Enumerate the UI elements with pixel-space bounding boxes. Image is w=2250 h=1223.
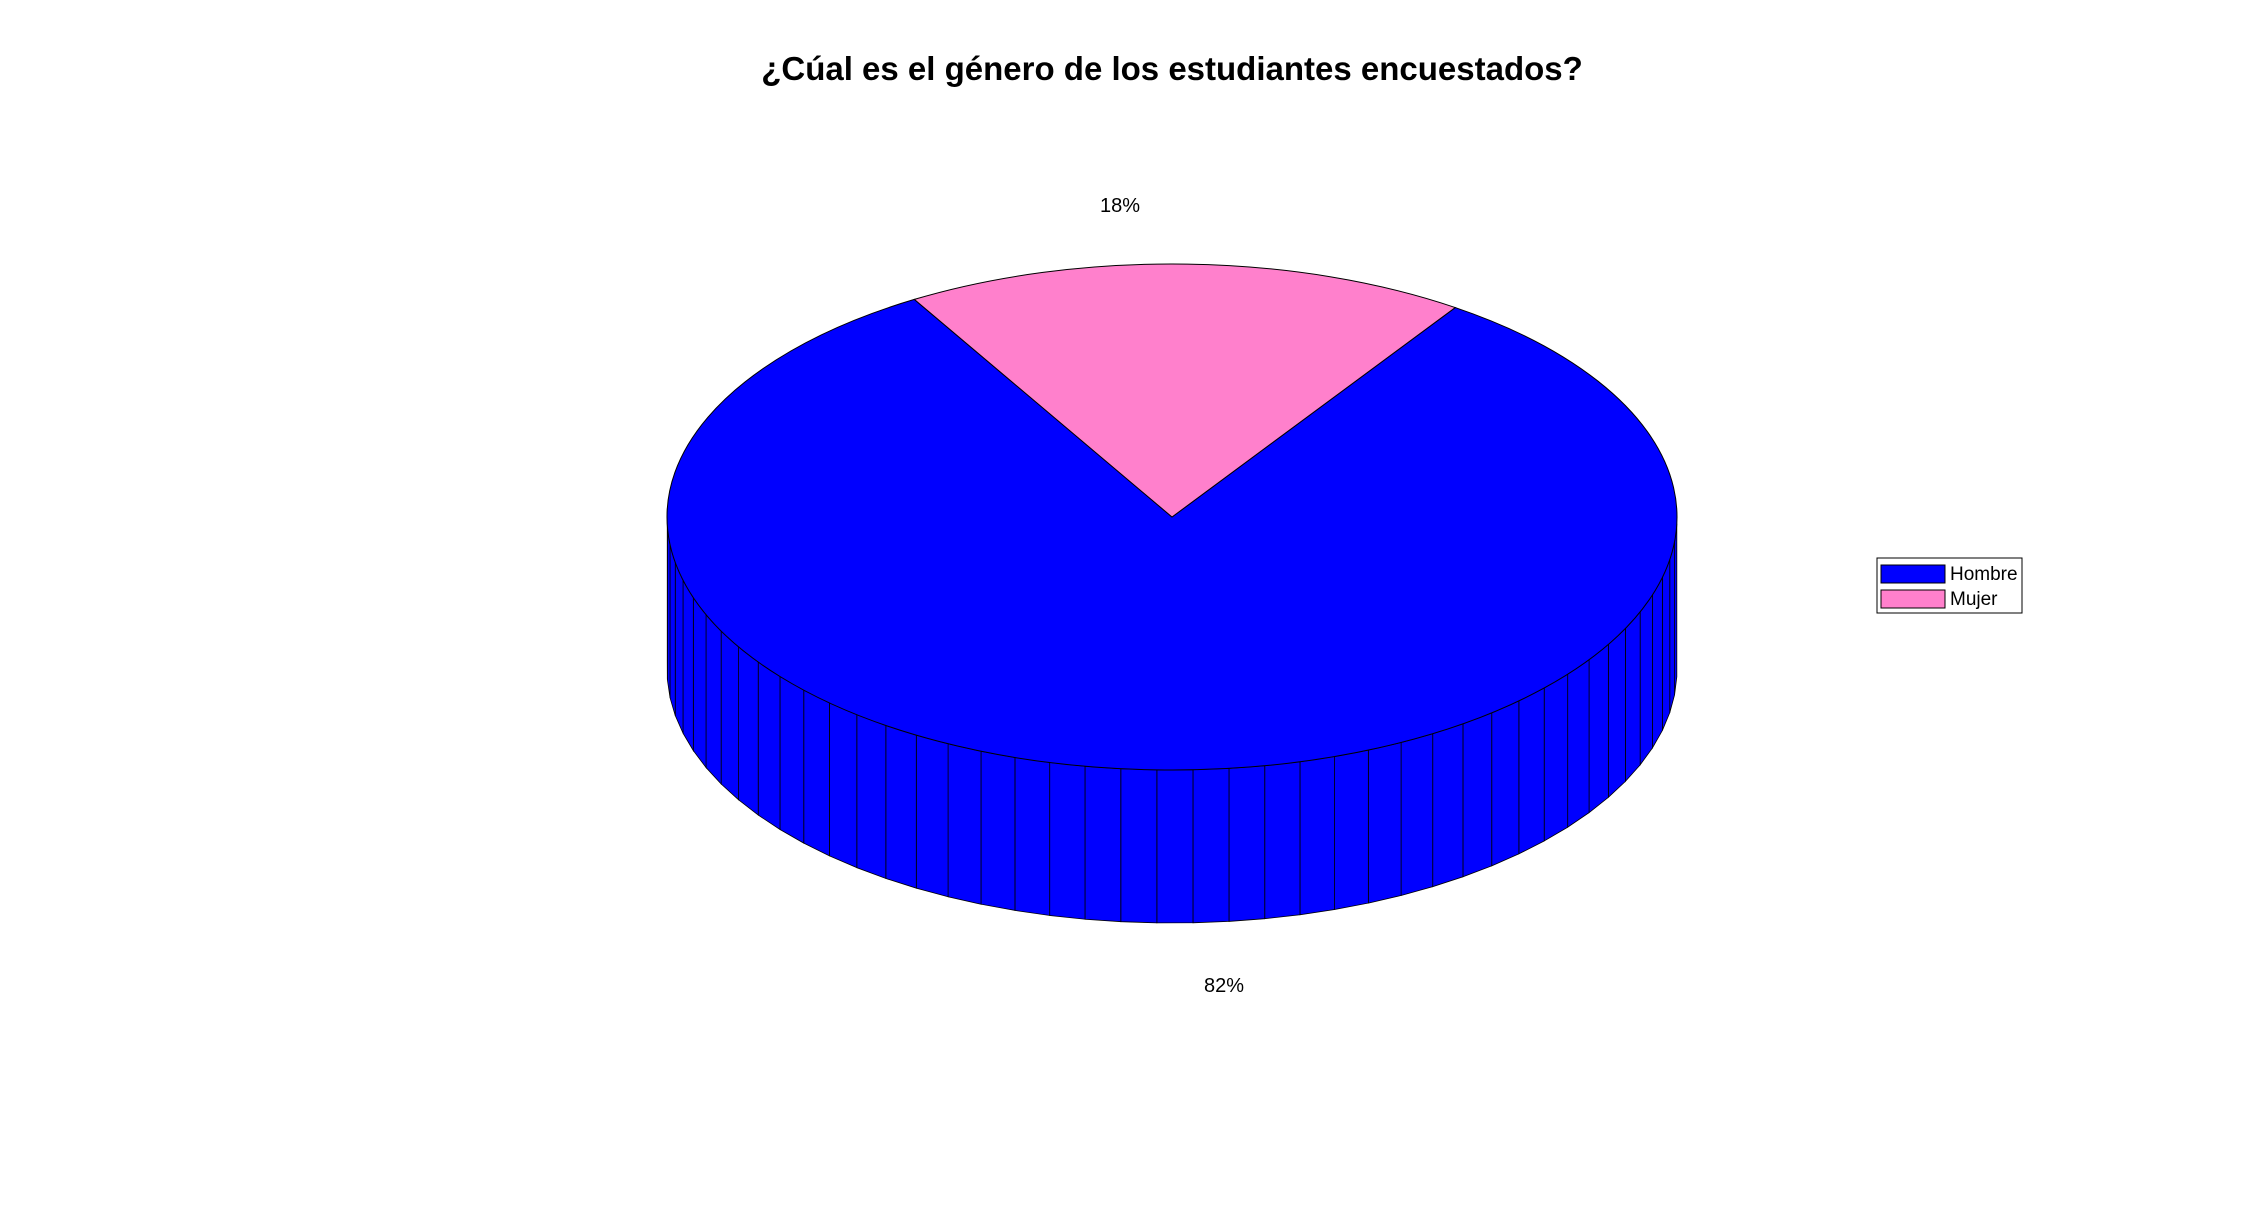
legend-swatch-mujer bbox=[1880, 589, 1946, 609]
pie-slice-hombre bbox=[666, 298, 1678, 771]
slice-labels: 82% 18% bbox=[1100, 195, 1244, 997]
slice-label-hombre: 82% bbox=[1204, 975, 1244, 997]
chart-title: ¿Cúal es el género de los estudiantes en… bbox=[761, 50, 1583, 87]
legend-label-hombre: Hombre bbox=[1950, 564, 2018, 585]
legend-label-mujer: Mujer bbox=[1950, 589, 1998, 610]
legend: Hombre Mujer bbox=[1876, 557, 2023, 614]
pie-side-hombre bbox=[666, 508, 1678, 924]
legend-swatch-hombre bbox=[1880, 564, 1946, 584]
pie-group bbox=[666, 263, 1678, 924]
slice-label-mujer: 18% bbox=[1100, 195, 1140, 217]
pie-slice-mujer bbox=[913, 263, 1457, 518]
